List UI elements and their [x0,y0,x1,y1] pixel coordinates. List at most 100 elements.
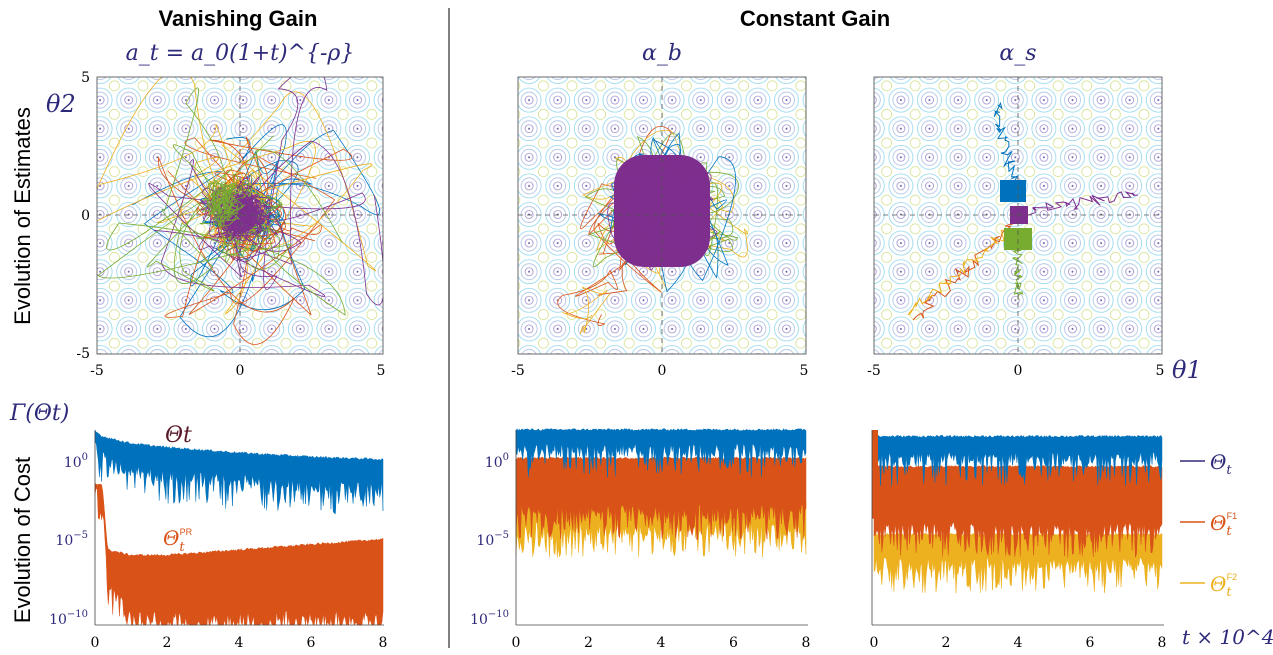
trajectory-line [993,101,1020,188]
trajectories-alpha-b [557,126,749,334]
trajectory-line [184,137,322,315]
cost-series-theta [873,434,1163,487]
y-tick: 5 [81,70,90,86]
legend-label-f2: Θt F2 [1210,572,1237,600]
theta1-axis-symbol: θ1 [1172,356,1202,384]
alpha-b-label: α_b [642,41,682,66]
y-tick: 100 [64,452,88,471]
estimate-cluster-blue [1000,180,1026,202]
trajectory-line [912,222,1016,321]
x-tick: 6 [307,635,316,651]
axes-frame [517,76,807,355]
cost-panel-vanishing: 100 10−5 10−10 0 2 4 6 8 Θt Θt PR [49,423,387,651]
y-tick: 100 [485,452,509,471]
theta2-axis-symbol: θ2 [46,90,76,118]
row-label-estimates: Evolution of Estimates [10,107,35,325]
y-tick: 10−10 [49,609,88,628]
y-tick-exp: −10 [67,609,88,620]
x-tick: 4 [657,635,666,651]
trajectory-line [1020,191,1139,217]
y-tick: 10−10 [470,609,509,628]
trajectory-core [607,154,718,271]
cost-series-vanishing [94,429,384,626]
cost-series-theta [94,429,384,515]
time-axis-symbol: t × 10^4 [1182,625,1273,649]
x-tick: 0 [91,635,100,651]
x-tick: 5 [377,363,386,379]
y-tick: 10−5 [55,530,88,549]
trajectory-line [106,135,346,316]
trajectory-line [148,140,383,306]
x-tick: 8 [1158,635,1167,651]
legend-sub: t [1226,585,1232,600]
trajectory-line [160,159,326,298]
x-tick: 0 [870,635,879,651]
x-tick: -5 [867,363,881,379]
trajectory-line [97,77,316,315]
cost-panel-alpha-s: 0 2 4 6 8 [870,430,1167,651]
cost-series-theta-f2 [873,532,1163,594]
x-ticks-vanishing: 0 2 4 6 8 [91,635,388,651]
x-tick: 2 [584,635,593,651]
trajectory-line [158,139,353,345]
cost-series-theta-pr [94,483,384,626]
x-tick: -5 [511,363,525,379]
trajectory-line [161,87,293,285]
theta-pr-sub: t [179,540,185,555]
x-tick: 8 [802,635,811,651]
legend-label-theta: Θt [1210,450,1232,478]
legend-sub: t [1226,463,1232,478]
trajectory-line [97,144,343,279]
legend-sup: F1 [1227,511,1238,521]
axes-frame [96,76,384,355]
x-tick: 5 [800,363,809,379]
estimates-panel-vanishing: -5 0 5 5 0 -5 [76,70,386,379]
y-tick: -5 [76,346,90,362]
x-tick: 5 [1156,363,1165,379]
theta-pr-sup: PR [180,527,193,537]
cost-series-alpha-s [872,430,1163,594]
estimates-panel-alpha-s: -5 0 5 [867,76,1165,379]
trajectory-line [164,136,336,318]
y-tick-exp: −10 [488,609,509,620]
y-tick-exp: 0 [82,452,88,463]
x-tick: 0 [512,635,521,651]
trajectory-line [561,286,611,334]
y-tick: 0 [81,208,90,224]
trajectory-line [557,261,628,326]
x-tick: 4 [235,635,244,651]
cost-series-theta-f1 [873,465,1163,558]
cost-panel-alpha-b: 100 10−5 10−10 0 2 4 6 8 [470,428,811,651]
trajectories-alpha-s [907,101,1139,321]
legend-sub: t [1226,524,1232,539]
constant-gain-title: Constant Gain [740,6,890,31]
x-tick: 8 [379,635,388,651]
x-tick: -5 [90,363,104,379]
x-tick: 4 [1014,635,1023,651]
cost-series-theta-f1 [515,456,807,541]
cost-legend: Θt Θt F1 Θt F2 [1180,450,1237,600]
estimates-panel-alpha-b: -5 0 5 [511,76,809,379]
x-tick: 2 [163,635,172,651]
initial-transient [872,430,878,519]
x-tick: 0 [236,363,245,379]
alpha-s-label: α_s [999,41,1036,66]
vanishing-gain-title: Vanishing Gain [159,6,318,31]
theta-t-annotation: Θt [165,423,192,448]
x-tick: 0 [1014,363,1023,379]
trajectories-vanishing [97,77,383,345]
legend-label-f1: Θt F1 [1210,511,1237,539]
row-label-cost: Evolution of Cost [10,457,35,623]
y-tick-exp: 0 [503,452,509,463]
x-tick: 2 [942,635,951,651]
gamma-axis-symbol: Γ(Θt) [9,401,69,426]
y-tick-exp: −5 [494,530,509,541]
x-ticks-alpha-b: 0 2 4 6 8 [512,635,811,651]
legend-sup: F2 [1227,572,1238,582]
trajectory-line [179,129,381,338]
cost-series-alpha-b [515,428,807,558]
theta-pr-base: Θ [163,526,179,550]
vanishing-gain-formula: a_t = a_0(1+t)^{-ρ} [126,41,355,66]
x-tick: 0 [658,363,667,379]
